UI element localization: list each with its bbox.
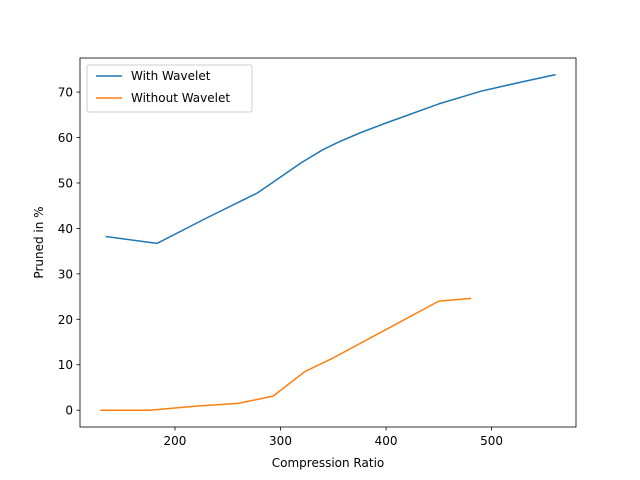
y-tick-label-30: 30 [58, 267, 73, 281]
legend: With Wavelet Without Wavelet [86, 64, 253, 113]
x-tick-label-200: 200 [164, 434, 187, 448]
x-tick-label-300: 300 [269, 434, 292, 448]
x-tick-label-400: 400 [375, 434, 398, 448]
plot-area [80, 58, 576, 427]
legend-label-with-wavelet: With Wavelet [131, 69, 211, 83]
y-tick-label-70: 70 [58, 86, 73, 100]
x-tick-label-500: 500 [480, 434, 503, 448]
legend-label-without-wavelet: Without Wavelet [131, 91, 230, 105]
y-tick-label-40: 40 [58, 222, 73, 236]
plot-frame [79, 57, 577, 428]
x-axis-label: Compression Ratio [272, 456, 385, 470]
ticks-layer: 200 300 400 500 0 10 20 30 40 50 60 70 [58, 86, 503, 448]
y-tick-label-0: 0 [65, 404, 73, 418]
y-tick-label-50: 50 [58, 176, 73, 190]
y-tick-label-10: 10 [58, 358, 73, 372]
series-layer [100, 73, 556, 411]
legend-box [86, 64, 253, 113]
y-axis-label: Pruned in % [32, 206, 46, 278]
y-tick-label-20: 20 [58, 313, 73, 327]
series-line-with-wavelet [105, 73, 556, 245]
series-line-without-wavelet [100, 297, 472, 411]
y-tick-label-60: 60 [58, 131, 73, 145]
